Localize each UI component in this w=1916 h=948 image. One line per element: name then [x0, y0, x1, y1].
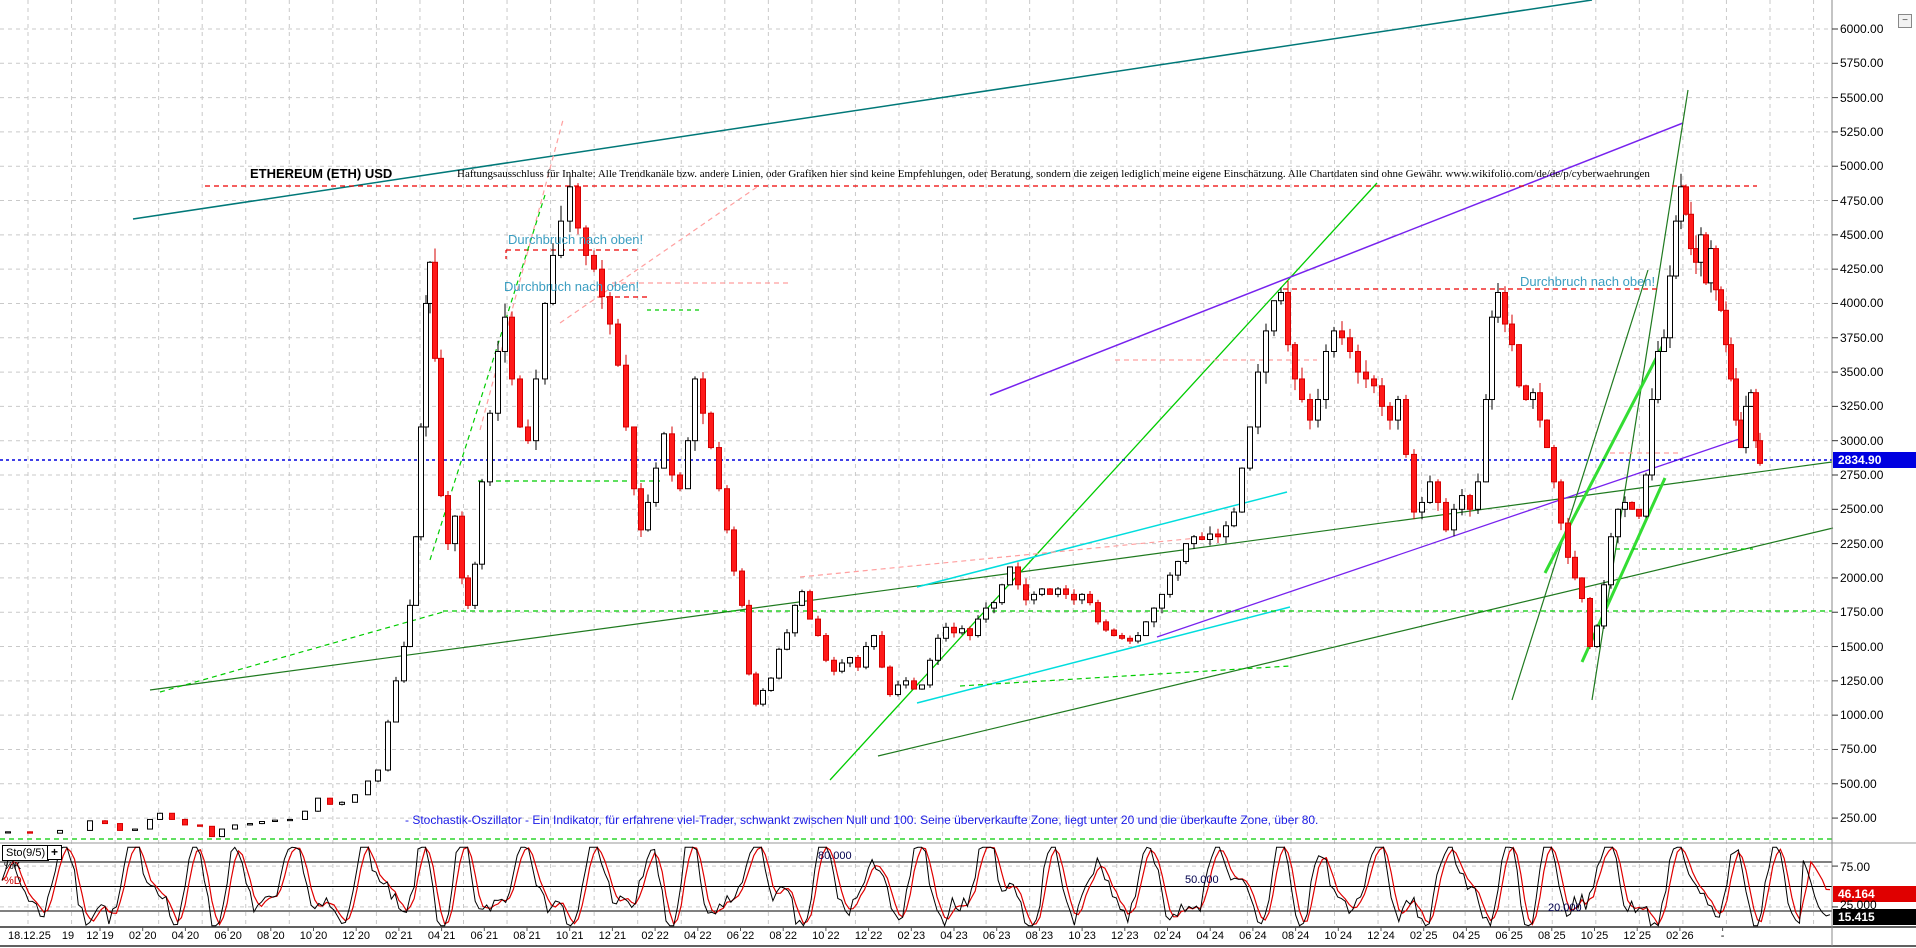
date-tick-label: 10 23 — [1068, 930, 1096, 942]
stoch-k-value-badge: 15.415 — [1833, 909, 1916, 925]
gridlines — [0, 0, 1832, 927]
indicator-label[interactable]: Sto(9/5) — [2, 845, 50, 861]
date-tick-label: 10 25 — [1580, 930, 1609, 942]
price-tick-label: 1500.00 — [1840, 639, 1884, 654]
date-tick-label: 08 23 — [1025, 930, 1054, 942]
date-tick-label: 10 20 — [299, 930, 328, 942]
date-tick-label: 02 25 — [1409, 930, 1438, 942]
price-tick-label: 2750.00 — [1840, 467, 1884, 482]
date-tick-label: 08 24 — [1281, 930, 1310, 942]
price-tick-label: 5000.00 — [1840, 159, 1884, 174]
date-tick-label: 04 20 — [171, 930, 200, 942]
price-tick-label: 5500.00 — [1840, 90, 1884, 105]
disclaimer-text: Haftungsausschluss für Inhalte: Alle Tre… — [457, 168, 1650, 180]
oscillator-level-label: 50.000 — [1185, 874, 1219, 886]
date-tick-label: 02 20 — [128, 930, 157, 942]
date-tick-label: 12 21 — [598, 930, 627, 942]
d-line-label: %D — [4, 875, 22, 887]
date-tick-label: 02 23 — [897, 930, 926, 942]
date-tick-label: 10 22 — [812, 930, 840, 942]
osc-tick-75: 75.00 — [1840, 860, 1871, 874]
date-tick-label: 18.12.25 — [8, 930, 51, 942]
breakout-annotation: Durchbruch nach oben! — [504, 279, 640, 294]
oscillator-level-label: 20.000 — [1548, 902, 1582, 914]
date-tick-label: 06 24 — [1239, 930, 1267, 942]
date-tick-label: 02 26 — [1666, 930, 1694, 942]
date-tick-label: 12 25 — [1623, 930, 1651, 942]
osc-tick-25: 25.000 — [1840, 898, 1877, 912]
date-tick-label: 08 22 — [769, 930, 797, 942]
price-tick-label: 3500.00 — [1840, 365, 1884, 380]
date-tick-label: 08 20 — [257, 930, 285, 942]
price-tick-label: 3750.00 — [1840, 330, 1884, 345]
date-tick-label: 12 24 — [1367, 930, 1395, 942]
stochastic-note: - Stochastik-Oszillator - Ein Indikator,… — [405, 813, 1319, 827]
candlestick-series — [7, 173, 1761, 837]
date-tick-label: 08 21 — [513, 930, 541, 942]
price-tick-label: 6000.00 — [1840, 22, 1884, 36]
price-tick-label: 5250.00 — [1840, 124, 1884, 139]
date-tick-label: 04 21 — [427, 930, 456, 942]
price-tick-label: 4250.00 — [1840, 262, 1884, 277]
date-tick-label: 06 25 — [1495, 930, 1523, 942]
price-tick-label: 500.00 — [1840, 776, 1877, 791]
add-indicator-button[interactable]: + — [47, 845, 62, 860]
price-tick-label: 3250.00 — [1840, 399, 1884, 414]
price-tick-label: 5750.00 — [1840, 56, 1884, 71]
date-tick-label: 12 23 — [1111, 930, 1139, 942]
price-tick-label: 2500.00 — [1840, 502, 1884, 517]
date-tick-label: 02 24 — [1153, 930, 1182, 942]
date-tick-label: 02 21 — [385, 930, 413, 942]
price-tick-label: 1000.00 — [1840, 708, 1884, 723]
date-tick-label: 12 19 — [86, 930, 114, 942]
date-tick-label: 04 24 — [1196, 930, 1224, 942]
date-tick-label: 06 22 — [726, 930, 755, 942]
k-line-label: %K — [4, 860, 22, 872]
date-tick-label: 06 20 — [214, 930, 242, 942]
date-tick-label: 04 22 — [684, 930, 712, 942]
date-tick-label: 04 23 — [940, 930, 968, 942]
price-tick-label: 2000.00 — [1840, 570, 1884, 585]
date-tick-label: 10 21 — [555, 930, 584, 942]
price-tick-label: 750.00 — [1840, 742, 1877, 757]
oscillator-level-label: 80.000 — [818, 850, 852, 862]
date-tick-label: 02 22 — [641, 930, 669, 942]
date-tick-label: 08 25 — [1538, 930, 1566, 942]
date-tick-label: 19 — [61, 930, 75, 942]
price-tick-label: 2250.00 — [1840, 536, 1884, 551]
collapse-pane-button[interactable]: − — [1898, 14, 1912, 28]
date-tick-label: 10 24 — [1324, 930, 1353, 942]
date-tick-label: 06 23 — [982, 930, 1011, 942]
date-tick-label: 12 20 — [342, 930, 370, 942]
date-tick-label: 06 21 — [470, 930, 499, 942]
stoch-d-value-badge: 46.164 — [1833, 886, 1916, 902]
price-tick-label: 4000.00 — [1840, 296, 1884, 311]
page-title: ETHEREUM (ETH) USD — [250, 166, 393, 181]
breakout-annotation: Durchbruch nach oben! — [508, 232, 644, 247]
price-tick-label: 1750.00 — [1840, 605, 1884, 620]
trendlines — [0, 0, 1834, 840]
breakout-annotation: Durchbruch nach oben! — [1520, 274, 1656, 289]
price-tick-label: 250.00 — [1840, 811, 1877, 826]
date-tick-label: 12 22 — [854, 930, 883, 942]
date-tick-label: 04 25 — [1452, 930, 1481, 942]
price-tick-label: 4500.00 — [1840, 227, 1884, 242]
date-tick-label: - — [1720, 930, 1725, 942]
current-price-badge: 2834.90 — [1833, 452, 1916, 468]
price-tick-label: 1250.00 — [1840, 673, 1884, 688]
price-tick-label: 3000.00 — [1840, 433, 1884, 448]
price-tick-label: 4750.00 — [1840, 193, 1884, 208]
